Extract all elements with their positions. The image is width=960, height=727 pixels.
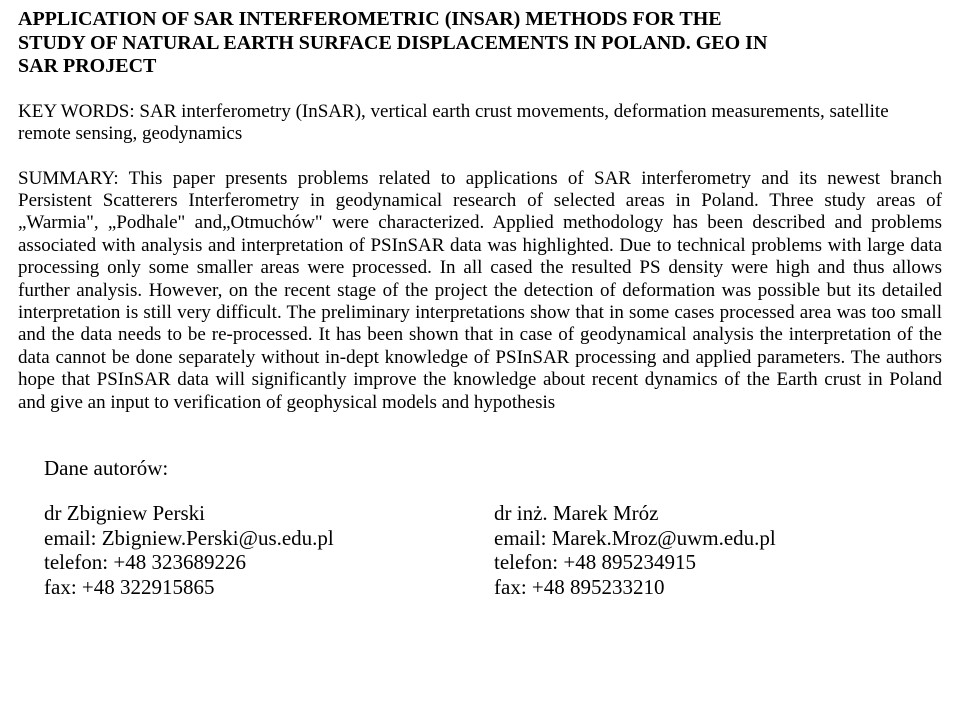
authors-heading: Dane autorów: — [44, 456, 942, 481]
authors-section: Dane autorów: dr Zbigniew Perski email: … — [18, 456, 942, 600]
title-line-2: STUDY OF NATURAL EARTH SURFACE DISPLACEM… — [18, 32, 767, 54]
authors-columns: dr Zbigniew Perski email: Zbigniew.Persk… — [44, 501, 942, 600]
summary-paragraph: SUMMARY: This paper presents problems re… — [18, 168, 942, 414]
keywords-paragraph: KEY WORDS: SAR interferometry (InSAR), v… — [18, 101, 942, 146]
paper-title: APPLICATION OF SAR INTERFEROMETRIC (INSA… — [18, 8, 942, 79]
keywords-text: SAR interferometry (InSAR), vertical ear… — [18, 101, 889, 144]
summary-text: This paper presents problems related to … — [18, 168, 942, 413]
author-1-email: email: Zbigniew.Perski@us.edu.pl — [44, 526, 488, 551]
summary-label: SUMMARY: — [18, 168, 129, 189]
author-1-fax: fax: +48 322915865 — [44, 575, 488, 600]
title-line-3: SAR PROJECT — [18, 55, 156, 77]
author-2-name: dr inż. Marek Mróz — [494, 501, 942, 526]
author-2-fax: fax: +48 895233210 — [494, 575, 942, 600]
keywords-label: KEY WORDS: — [18, 101, 139, 122]
author-1-phone: telefon: +48 323689226 — [44, 550, 488, 575]
author-2-email: email: Marek.Mroz@uwm.edu.pl — [494, 526, 942, 551]
title-line-1: APPLICATION OF SAR INTERFEROMETRIC (INSA… — [18, 8, 722, 30]
author-1-block: dr Zbigniew Perski email: Zbigniew.Persk… — [44, 501, 488, 600]
author-1-name: dr Zbigniew Perski — [44, 501, 488, 526]
author-2-phone: telefon: +48 895234915 — [494, 550, 942, 575]
author-2-block: dr inż. Marek Mróz email: Marek.Mroz@uwm… — [488, 501, 942, 600]
